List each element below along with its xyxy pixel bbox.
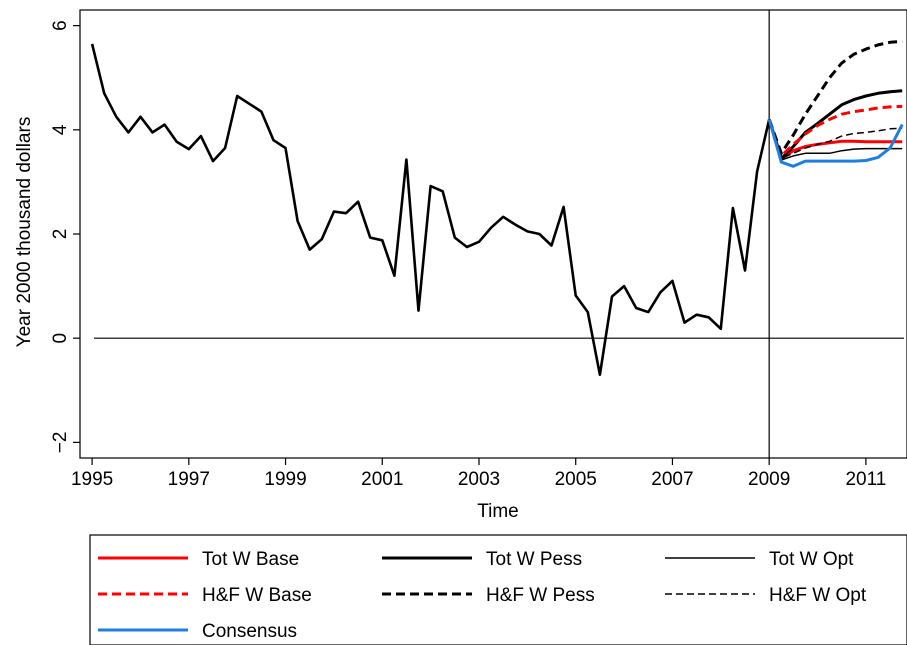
series-line-tot-w-base [767,118,903,160]
series-line-history [90,43,771,377]
series-line-consensus [767,118,904,168]
axes: 1995 1997 1999 2001 2003 2005 2007 2009 2011 −2 0 2… [50,9,907,490]
legend-label-tot-w-pess: Tot W Pess [486,549,582,570]
legend-label-tot-w-base: Tot W Base [202,549,299,570]
x-tick-label: 2007 [651,469,693,490]
x-tick-label: 2003 [458,469,500,490]
legend-label-tot-w-opt: Tot W Opt [769,549,854,570]
legend-label-h-f-w-pess: H&F W Pess [486,585,595,606]
plot-lines [90,10,904,458]
legend-label-h-f-w-opt: H&F W Opt [769,585,867,606]
legend-label-h-f-w-base: H&F W Base [202,585,312,606]
legend: Tot W Base Tot W Pess Tot W Opt H&F W Base H… [89,534,907,645]
plot-frame [79,9,907,459]
x-tick-label: 2001 [361,469,403,490]
x-axis-label: Time [477,501,519,522]
series-line-h-f-w-opt [768,119,903,160]
x-tick-label: 1999 [264,469,306,490]
legend-box [89,534,907,645]
x-tick-label: 2011 [845,469,886,490]
y-tick-label: −2 [50,432,71,454]
y-tick-label: 4 [50,124,71,135]
y-tick-label: 0 [50,333,71,344]
y-axis-label: Year 2000 thousand dollars [14,117,35,348]
x-tick-label: 1997 [168,469,210,490]
x-tick-label: 2009 [748,469,790,490]
series-line-tot-w-pess [767,89,903,160]
x-tick-label: 1995 [71,469,113,490]
x-tick-label: 2005 [555,469,597,490]
series-line-tot-w-opt [768,119,903,161]
series-line-h-f-w-base [767,104,903,158]
y-tick-label: 2 [50,229,71,240]
legend-label-consensus: Consensus [202,621,297,642]
series-line-h-f-w-pess [767,39,903,155]
y-tick-label: 6 [50,20,71,31]
